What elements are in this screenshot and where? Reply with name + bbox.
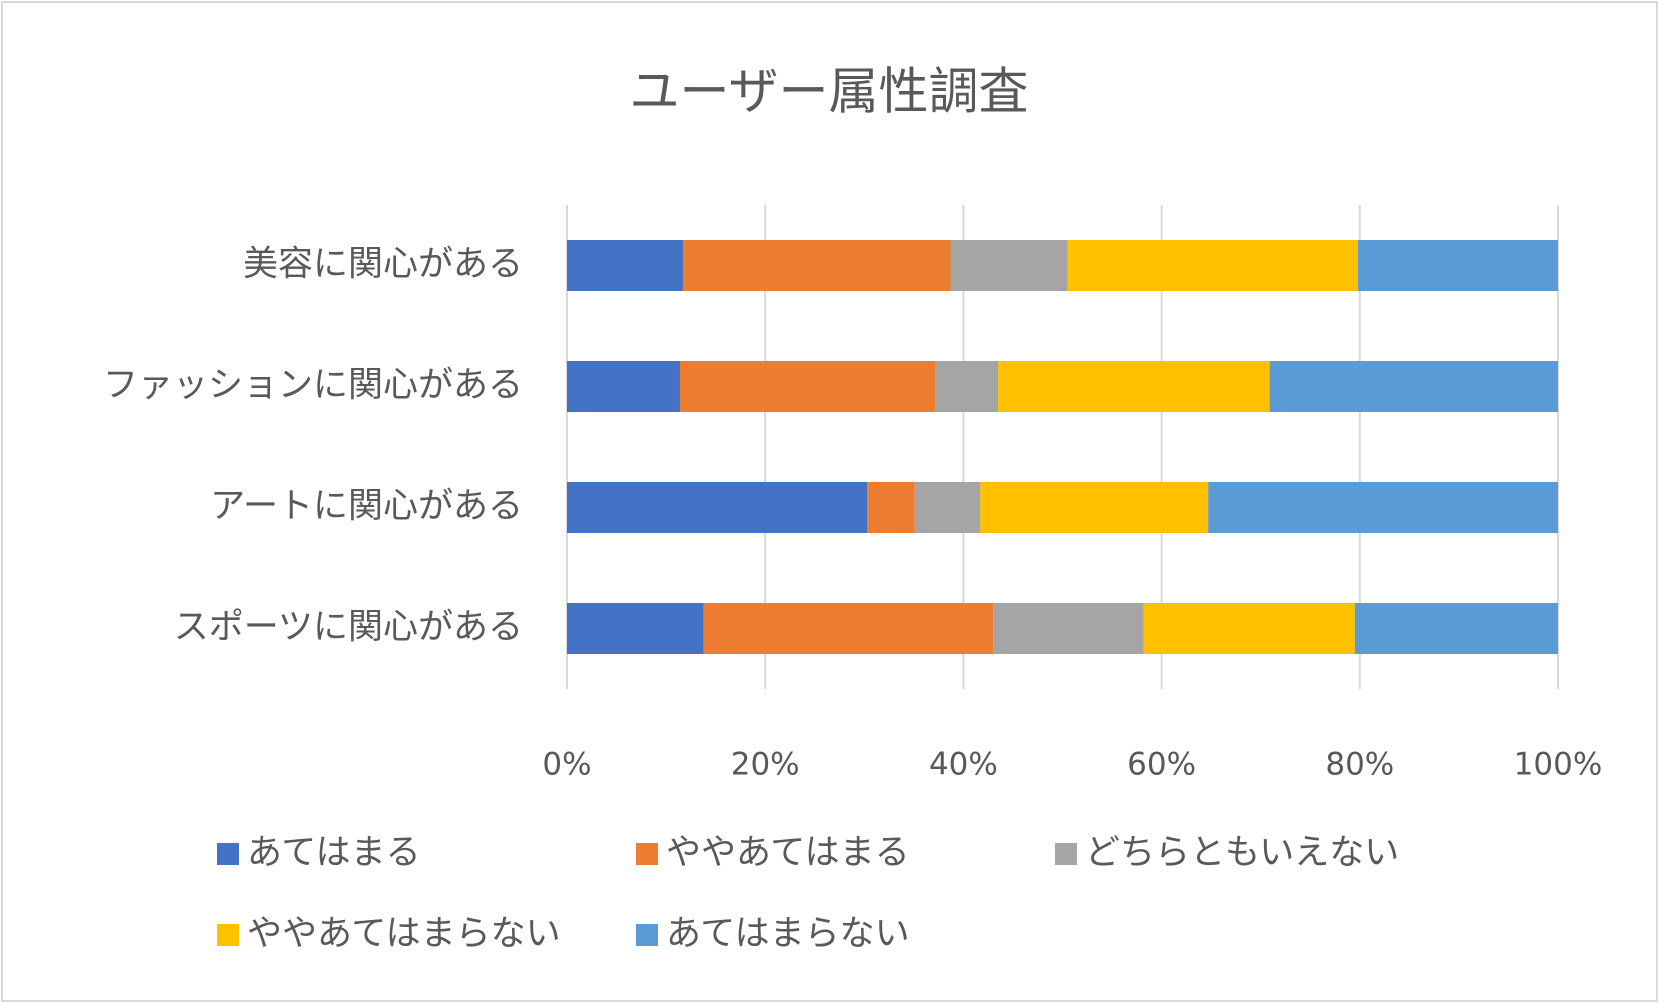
bar [1269,361,1558,412]
bar [1143,603,1355,654]
legend-swatch [636,843,658,865]
legend-swatch [636,924,658,946]
bar [998,361,1270,412]
bar [914,482,981,533]
bar [1354,603,1558,654]
bar [567,482,868,533]
chart-title: ユーザー属性調査 [630,63,1029,121]
x-tick-label: 60% [1127,747,1196,783]
bar [1067,240,1358,291]
bar [682,240,951,291]
y-tick-label: 美容に関心がある [243,245,523,285]
bar [567,240,683,291]
y-tick-label: ファッションに関心がある [103,366,523,406]
bar [1357,240,1558,291]
legend-swatch [217,843,239,865]
bar [980,482,1209,533]
bar [993,603,1144,654]
y-tick-label: アートに関心がある [210,487,523,527]
x-tick-label: 0% [542,747,591,783]
bar [703,603,994,654]
legend-label: ややあてはまる [666,833,910,873]
legend-swatch [1055,843,1077,865]
bar [867,482,915,533]
bar [567,603,704,654]
x-tick-label: 80% [1325,747,1394,783]
bar [679,361,936,412]
legend-swatch [217,924,239,946]
legend-label: あてはまる [247,833,421,873]
legend-label: あてはまらない [666,914,910,954]
bar [935,361,999,412]
x-tick-label: 40% [929,747,998,783]
bar [1208,482,1558,533]
legend-label: どちらともいえない [1085,833,1399,873]
y-tick-label: スポーツに関心がある [174,608,523,648]
bar [567,361,680,412]
legend-label: ややあてはまらない [247,914,561,954]
x-tick-label: 100% [1514,747,1603,783]
x-tick-label: 20% [731,747,800,783]
bar [950,240,1068,291]
